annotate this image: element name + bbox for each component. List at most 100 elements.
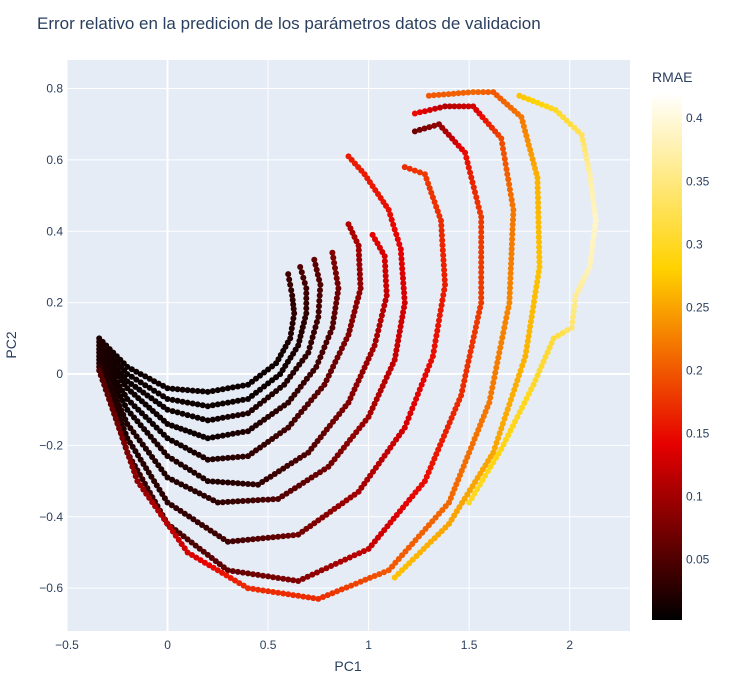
data-point [440,262,447,269]
data-point [582,151,589,158]
data-point [295,342,302,349]
data-point [441,433,447,439]
data-point [122,402,128,409]
data-point [285,576,292,583]
data-point [214,567,221,574]
data-point [468,445,474,451]
data-point [245,410,251,417]
data-point [378,312,385,319]
plot-area [66,60,630,631]
data-point [120,425,127,432]
data-point [220,536,227,542]
data-point [535,273,541,280]
data-point [499,420,506,427]
data-point [382,277,389,284]
y-tick-label: 0.8 [46,82,63,96]
data-point [465,358,472,365]
data-point [482,472,489,479]
data-point [300,593,307,600]
data-point [332,270,339,277]
data-point [399,265,406,272]
data-point [538,363,545,370]
data-point [432,337,439,344]
data-point [394,236,401,243]
data-point [491,374,498,381]
data-point [467,348,474,355]
data-point [164,499,171,506]
data-point [568,324,575,331]
data-point [360,548,367,555]
data-point [571,124,578,131]
data-point [460,382,467,389]
data-point [333,275,340,282]
data-point [130,429,137,436]
data-point [589,243,596,250]
data-point [224,479,231,486]
data-point [184,549,191,556]
data-point [503,411,510,417]
data-point [512,418,519,425]
data-point [430,92,437,99]
data-point [496,349,503,356]
data-point [507,270,514,277]
data-point [507,280,514,287]
data-point [473,431,480,438]
data-point [257,372,263,379]
colorbar-tick-label: 0.25 [686,300,710,314]
data-point [423,473,430,480]
data-point [173,479,180,486]
data-point [356,290,363,296]
data-point [466,449,473,456]
data-point [585,166,592,173]
data-point [501,155,508,162]
data-point [470,333,477,340]
data-point [530,303,537,310]
data-point [345,331,352,338]
data-point [169,476,176,483]
data-point [255,535,261,542]
series-10 [96,103,517,602]
data-point [437,307,444,314]
data-point [184,412,191,419]
data-point [133,433,140,440]
axes-layer: −0.5 0 0.5 1 1.5 2 −0.6 −0.4 −0.2 0 0.2 0.4 0.6 0.8 [39,82,573,652]
data-point [461,377,468,384]
data-point [450,410,457,417]
data-point [158,466,165,473]
data-point [382,268,389,274]
data-point [532,377,539,384]
data-point [101,381,108,388]
data-point [377,317,384,324]
data-point [478,244,485,251]
data-point [148,473,155,480]
data-point [421,125,428,132]
data-point [522,128,529,135]
data-point [540,358,547,365]
data-point [435,446,442,453]
data-point [446,499,452,506]
data-point [534,372,541,379]
data-point [472,189,478,196]
data-point [316,276,323,283]
data-point [391,356,398,363]
data-point [477,422,484,429]
data-point [204,403,211,410]
data-point [383,282,390,289]
data-point [424,367,431,374]
data-point [520,358,527,364]
data-point [492,369,499,376]
data-point [478,239,485,246]
data-point [525,390,532,397]
data-point [381,302,388,309]
data-point [345,153,352,160]
data-point [181,510,188,517]
data-point [112,415,119,422]
data-point [470,184,477,191]
data-point [571,303,578,310]
data-point [350,313,357,320]
data-point [133,368,140,375]
data-point [297,333,304,340]
data-point [131,468,138,475]
data-point [324,592,331,599]
data-point [229,538,236,545]
